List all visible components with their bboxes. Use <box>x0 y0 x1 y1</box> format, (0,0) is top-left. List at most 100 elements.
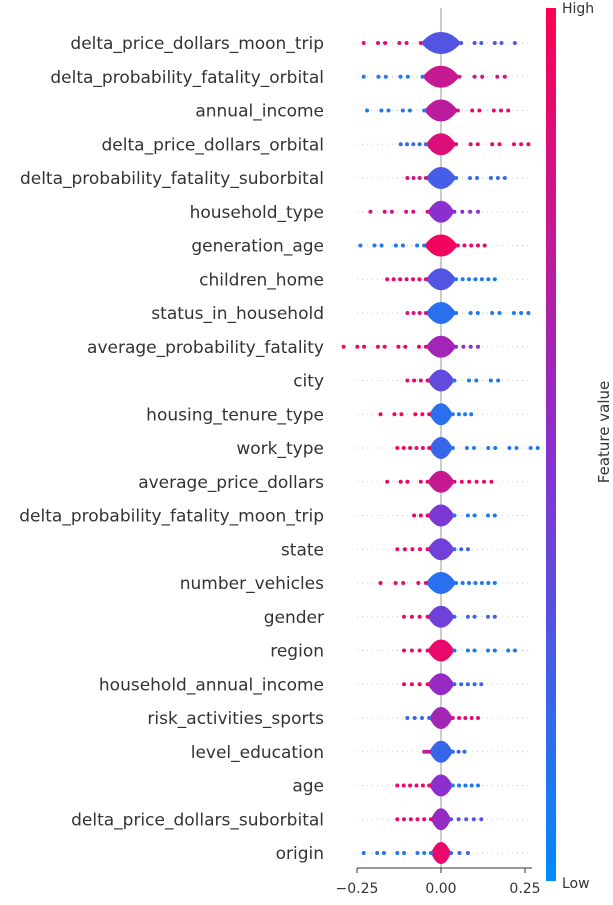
scatter-point <box>395 446 400 450</box>
scatter-point <box>514 446 519 450</box>
feature-label: delta_price_dollars_orbital <box>102 135 324 155</box>
scatter-point <box>422 817 427 822</box>
scatter-point <box>375 851 380 855</box>
scatter-point <box>393 243 398 248</box>
scatter-point <box>454 176 459 180</box>
scatter-point <box>471 817 476 822</box>
scatter-point <box>414 783 419 788</box>
scatter-point <box>479 682 484 687</box>
scatter-point <box>495 176 500 180</box>
scatter-point <box>526 142 531 147</box>
scatter-point <box>413 412 418 417</box>
feature-label: origin <box>276 844 324 864</box>
scatter-point <box>425 378 430 383</box>
feature-label: delta_probability_fatality_orbital <box>50 68 324 88</box>
scatter-point <box>472 446 476 450</box>
scatter-point <box>490 311 495 315</box>
scatter-point <box>415 243 420 248</box>
scatter-point <box>423 311 428 315</box>
scatter-point <box>465 682 470 687</box>
feature-label: city <box>293 372 324 392</box>
scatter-point <box>391 277 396 282</box>
scatter-point <box>490 142 495 147</box>
scatter-point <box>398 74 403 79</box>
scatter-point <box>454 142 459 147</box>
scatter-point <box>456 817 461 822</box>
scatter-point <box>452 209 457 214</box>
scatter-point <box>492 41 497 45</box>
scatter-point <box>383 74 388 79</box>
scatter-point <box>496 378 501 383</box>
scatter-point <box>452 682 457 687</box>
scatter-point <box>418 547 422 552</box>
scatter-point <box>511 142 516 147</box>
scatter-point <box>475 311 480 315</box>
scatter-point <box>450 412 455 417</box>
scatter-point <box>470 108 475 113</box>
violin-body <box>427 639 455 662</box>
scatter-point <box>408 817 413 822</box>
scatter-point <box>497 142 502 147</box>
scatter-point <box>460 581 465 585</box>
scatter-point <box>454 311 459 315</box>
violin-body <box>427 200 455 223</box>
x-tick-label: 0.25 <box>509 881 540 897</box>
scatter-point <box>486 446 491 450</box>
scatter-point <box>528 446 533 450</box>
scatter-point <box>361 41 366 45</box>
feature-label: household_type <box>190 203 324 223</box>
scatter-point <box>454 277 459 282</box>
scatter-point <box>404 209 409 214</box>
scatter-point <box>469 716 474 720</box>
scatter-point <box>423 344 428 349</box>
scatter-point <box>417 648 422 653</box>
scatter-point <box>472 74 477 79</box>
scatter-point <box>488 176 493 180</box>
scatter-point <box>491 108 496 113</box>
scatter-point <box>402 648 406 653</box>
scatter-point <box>457 783 462 788</box>
scatter-point <box>459 547 464 552</box>
scatter-point <box>465 547 470 552</box>
scatter-point <box>452 614 457 619</box>
scatter-point <box>412 716 417 720</box>
scatter-point <box>423 581 428 585</box>
scatter-point <box>519 142 524 147</box>
scatter-point <box>479 277 484 282</box>
scatter-point <box>401 446 406 450</box>
scatter-point <box>393 581 398 585</box>
violin-body <box>427 605 455 628</box>
scatter-point <box>420 412 425 417</box>
scatter-point <box>492 581 497 585</box>
scatter-point <box>422 243 427 248</box>
scatter-point <box>452 547 457 552</box>
scatter-point <box>472 41 477 45</box>
feature-label: status_in_household <box>151 304 324 324</box>
scatter-point <box>404 41 409 45</box>
scatter-point <box>402 547 407 552</box>
scatter-point <box>476 716 480 720</box>
scatter-point <box>492 277 497 282</box>
scatter-point <box>411 176 416 180</box>
scatter-point <box>420 446 425 450</box>
scatter-point <box>427 412 432 417</box>
scatter-point <box>405 378 410 383</box>
scatter-point <box>405 479 410 484</box>
violin-body <box>429 707 453 729</box>
scatter-point <box>468 176 472 180</box>
scatter-point <box>463 716 468 720</box>
scatter-point <box>376 74 381 79</box>
feature-label: annual_income <box>195 102 324 122</box>
scatter-point <box>477 108 482 113</box>
scatter-point <box>402 614 406 619</box>
feature-label: delta_price_dollars_moon_trip <box>70 34 324 54</box>
scatter-point <box>427 783 432 788</box>
scatter-point <box>415 851 420 855</box>
scatter-point <box>475 176 479 180</box>
x-tick-label: −0.25 <box>336 881 379 897</box>
scatter-point <box>455 243 460 248</box>
colorbar-high-label: High <box>562 1 594 17</box>
scatter-point <box>407 108 412 113</box>
scatter-point <box>400 243 405 248</box>
scatter-point <box>361 74 366 79</box>
